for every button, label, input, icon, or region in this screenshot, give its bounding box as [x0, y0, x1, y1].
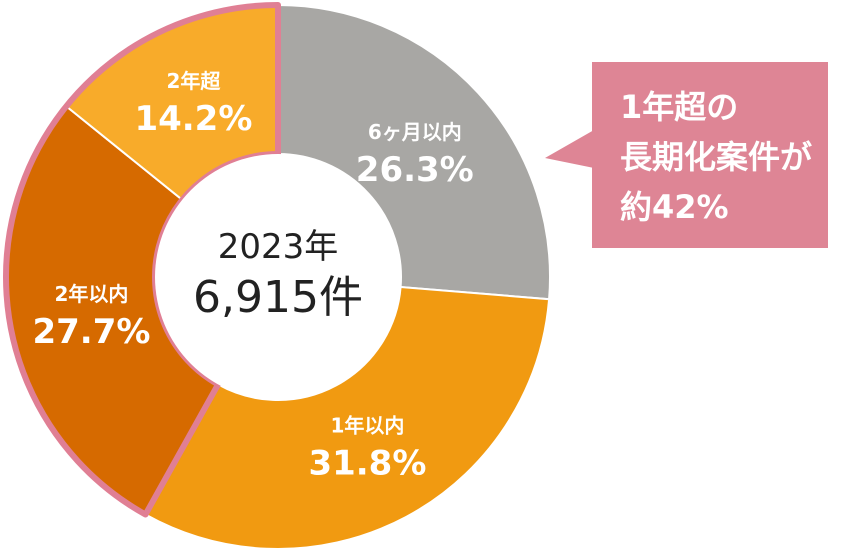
center-year-label: 2023年 [218, 227, 339, 267]
slice-percent-label: 14.2% [134, 99, 252, 139]
callout-line-2: 長期化案件が [620, 138, 812, 176]
callout-box [592, 62, 828, 248]
slice-category-label: 2年以内 [55, 282, 129, 306]
slice-category-label: 6ヶ月以内 [368, 120, 462, 144]
slice-category-label: 1年以内 [330, 414, 404, 438]
slice-percent-label: 27.7% [32, 312, 150, 352]
slice-percent-label: 26.3% [356, 150, 474, 190]
slice-percent-label: 31.8% [308, 444, 426, 484]
center-count-label: 6,915件 [193, 272, 363, 323]
callout-pointer [545, 130, 594, 168]
callout: 1年超の 長期化案件が 約42% [545, 62, 828, 248]
donut-hole [155, 154, 401, 400]
callout-line-3: 約42% [620, 188, 729, 226]
callout-line-1: 1年超の [620, 88, 738, 126]
slice-category-label: 2年超 [166, 69, 221, 93]
